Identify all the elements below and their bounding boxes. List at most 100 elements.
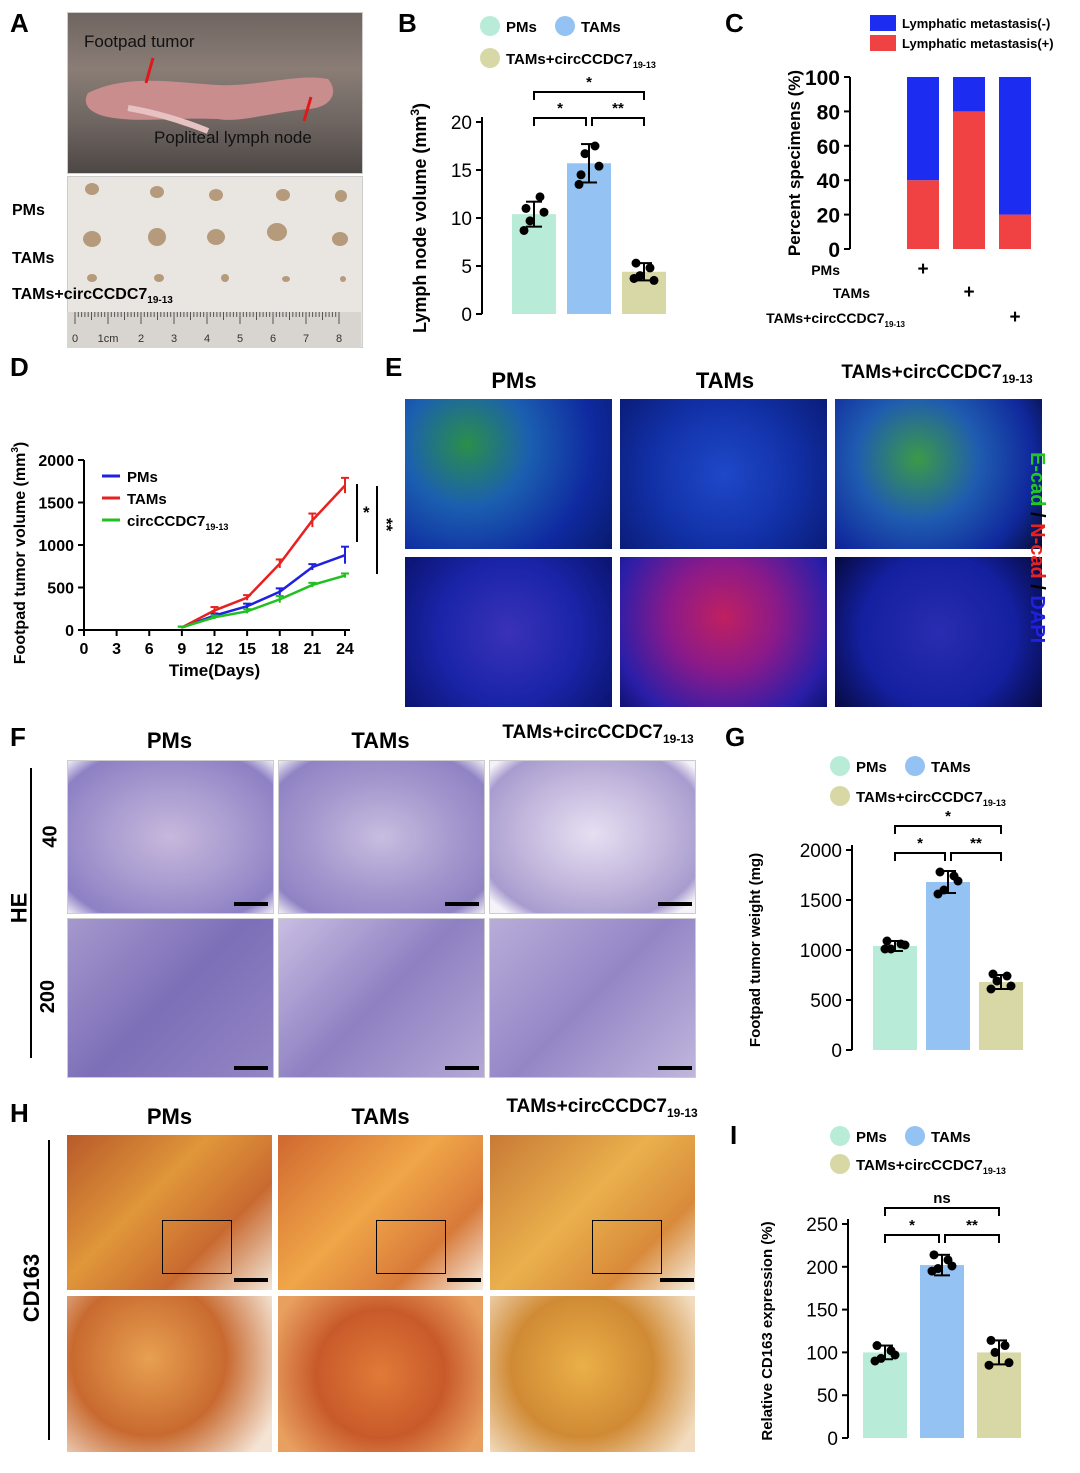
y-tick-label: 150 (806, 1301, 838, 1322)
y-tick-label: 20 (817, 205, 840, 228)
row-label-pms: PMs (12, 202, 45, 219)
e-header-tams: TAMs (695, 368, 755, 393)
he-tams-40 (278, 760, 485, 914)
stacked-bar-segment (907, 180, 939, 249)
legend-label: Lymphatic metastasis(+) (902, 36, 1054, 51)
scale-bar (234, 1066, 268, 1070)
legend-label: TAMs+circCCDC719-13 (506, 51, 656, 70)
y-tick-label: 10 (451, 209, 472, 230)
scale-bar (445, 1066, 479, 1070)
legend-swatch (870, 15, 896, 31)
f-mag-200: 200 (37, 979, 60, 1014)
sig-label: * (363, 503, 370, 522)
row-label-tams-circ: TAMs+circCCDC719-13 (12, 286, 173, 307)
data-point (953, 876, 963, 886)
panel-letter-c: C (725, 8, 744, 38)
data-point (629, 273, 639, 283)
legend-label: TAMs (127, 491, 167, 508)
f-stain-label: HE (6, 892, 32, 924)
h-header-tams-circ: TAMs+circCCDC719-13 (506, 1096, 698, 1120)
sig-bracket-left-label: * (909, 1217, 915, 1234)
sig-label: ** (377, 518, 396, 532)
ihc-pms-low (67, 1135, 272, 1290)
y-axis-label: Footpad tumor volume (mm3) (10, 442, 29, 664)
bar (979, 982, 1023, 1050)
ruler-label: 1cm (98, 333, 119, 345)
stacked-bar-segment (999, 77, 1031, 215)
if-pms-ncad (405, 557, 612, 707)
y-tick-label: 500 (810, 991, 842, 1012)
y-tick-label: 100 (806, 1343, 838, 1364)
y-tick-label: 0 (461, 305, 472, 326)
series-line (181, 554, 346, 629)
sig-bracket-right-label: ** (612, 100, 624, 117)
data-point (1000, 1341, 1010, 1351)
panel-letter-h: H (10, 1098, 29, 1128)
y-tick-label: 5 (461, 257, 472, 278)
data-point (933, 889, 943, 899)
sig-bracket-top (533, 91, 645, 100)
scale-bar (658, 902, 692, 906)
scale-bar (445, 902, 479, 906)
y-tick-label: 1500 (38, 496, 74, 513)
ruler-label: 6 (270, 333, 276, 345)
f-divider (30, 768, 32, 1058)
sig-bracket-left-label: * (917, 835, 923, 852)
legend-label: TAMs (931, 1129, 971, 1146)
x-tick-label: 21 (303, 641, 321, 658)
y-tick-label: 60 (817, 136, 840, 159)
y-tick-label: 1000 (38, 538, 74, 555)
panel-letter-b: B (398, 8, 417, 38)
ruler-label: 5 (237, 333, 243, 345)
ihc-tams-circ-high (490, 1296, 695, 1452)
y-tick-label: 100 (805, 67, 840, 90)
y-axis-label: Lymph node volume (mm3) (408, 103, 430, 333)
panel-letter-i: I (730, 1120, 738, 1150)
data-point (988, 969, 998, 979)
if-channel-label: E-cad / N-cad / DAPI (1026, 452, 1048, 644)
footpad-tumor-label: Footpad tumor (84, 32, 195, 51)
x-axis-label: Time(Days) (169, 661, 260, 680)
y-axis-label: Relative CD163 expression (%) (759, 1221, 776, 1440)
y-tick-label: 40 (817, 170, 840, 193)
data-point (525, 216, 535, 226)
zoom-box (376, 1220, 446, 1274)
data-point (574, 179, 584, 189)
data-point (645, 263, 655, 273)
x-tick-label: 18 (271, 641, 289, 658)
y-tick-label: 250 (806, 1215, 838, 1236)
y-tick-label: 0 (831, 1041, 842, 1062)
y-tick-label: 1500 (800, 891, 842, 912)
sig-bracket-left-label: * (557, 100, 563, 117)
e-header-pms: PMs (491, 368, 537, 393)
y-tick-label: 80 (817, 101, 840, 124)
x-tick-label: 15 (238, 641, 256, 658)
y-tick-label: 50 (817, 1386, 838, 1407)
data-point (990, 1347, 1000, 1357)
data-point (1004, 1358, 1014, 1368)
sig-bracket-top-label: ns (933, 1190, 951, 1207)
if-tams-ecad (620, 399, 827, 549)
matrix-row-label: TAMs (833, 285, 870, 301)
legend-label: TAMs (581, 19, 621, 36)
sig-bracket-top (894, 825, 1002, 834)
scale-bar (660, 1278, 694, 1282)
data-point (935, 867, 945, 877)
legend-swatch (480, 16, 500, 36)
sig-bracket-right (944, 1234, 1000, 1243)
data-point (927, 1266, 937, 1276)
f-mag-40: 40 (39, 825, 62, 848)
data-point (590, 141, 600, 151)
y-tick-label: 0 (827, 1429, 838, 1450)
x-tick-label: 9 (177, 641, 186, 658)
data-point (576, 170, 586, 180)
y-tick-label: 2000 (800, 841, 842, 862)
bar (977, 1352, 1021, 1438)
h-header-tams: TAMs (351, 1104, 410, 1129)
sig-bracket-left (533, 117, 587, 126)
data-point (631, 258, 641, 268)
stacked-bar-segment (953, 111, 985, 250)
scale-bar (234, 902, 268, 906)
sig-bracket-right-label: ** (966, 1217, 978, 1234)
legend-swatch (830, 756, 850, 776)
